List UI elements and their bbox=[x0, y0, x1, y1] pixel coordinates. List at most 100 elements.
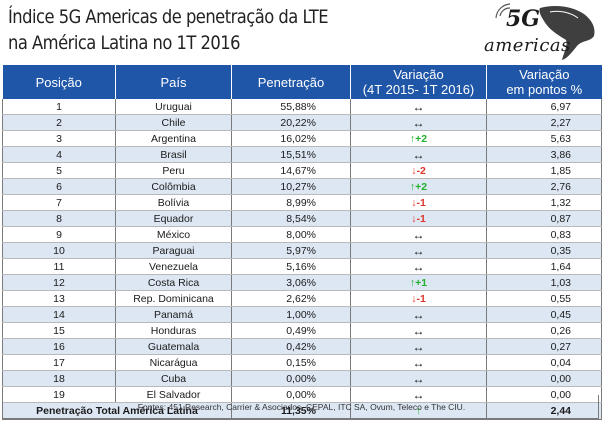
total-points: 2,44 bbox=[486, 402, 602, 420]
cell-variation: ↓-1 bbox=[350, 290, 487, 307]
table-row: 10 Paraguai 5,97% ↔ 0,35 bbox=[2, 242, 602, 259]
left-right-arrow-icon: ↔ bbox=[412, 243, 425, 258]
cell-variation: ↔ bbox=[350, 99, 487, 115]
cell-variation: ↑+2 bbox=[350, 130, 487, 147]
cell-position: 18 bbox=[2, 370, 116, 387]
cell-variation: ↑+2 bbox=[350, 178, 487, 195]
cell-variation: ↔ bbox=[350, 258, 487, 275]
cell-penetration: 2,62% bbox=[231, 290, 351, 307]
table-row: 14 Panamá 1,00% ↔ 0,45 bbox=[2, 306, 602, 323]
left-right-arrow-icon: ↔ bbox=[412, 323, 425, 338]
table-row: 4 Brasil 15,51% ↔ 3,86 bbox=[2, 146, 602, 163]
cell-points: 0,27 bbox=[486, 338, 602, 355]
cell-position: 13 bbox=[2, 290, 116, 307]
cell-penetration: 20,22% bbox=[231, 114, 351, 131]
rank-change: +2 bbox=[415, 180, 428, 193]
table-row: 5 Peru 14,67% ↓-2 1,85 bbox=[2, 162, 602, 179]
cell-position: 9 bbox=[2, 226, 116, 243]
cell-penetration: 0,15% bbox=[231, 354, 351, 371]
left-right-arrow-icon: ↔ bbox=[412, 147, 425, 162]
cell-position: 8 bbox=[2, 210, 116, 227]
col-header-country: País bbox=[115, 65, 232, 99]
cell-country: Costa Rica bbox=[115, 274, 232, 291]
cell-penetration: 0,49% bbox=[231, 322, 351, 339]
rank-change: -2 bbox=[416, 164, 426, 177]
cell-penetration: 8,99% bbox=[231, 194, 351, 211]
cell-variation: ↔ bbox=[350, 370, 487, 387]
cell-position: 11 bbox=[2, 258, 116, 275]
left-right-arrow-icon: ↔ bbox=[412, 371, 425, 386]
table-row: 1 Uruguai 55,88% ↔ 6,97 bbox=[2, 99, 602, 115]
cell-position: 5 bbox=[2, 162, 116, 179]
cell-position: 3 bbox=[2, 130, 116, 147]
left-right-arrow-icon: ↔ bbox=[412, 307, 425, 322]
table-row: 3 Argentina 16,02% ↑+2 5,63 bbox=[2, 130, 602, 147]
rank-change: -1 bbox=[416, 212, 426, 225]
cell-position: 10 bbox=[2, 242, 116, 259]
total-penetration: 11,35% bbox=[231, 402, 351, 420]
cell-position: 1 bbox=[2, 99, 116, 115]
cell-points: 0,45 bbox=[486, 306, 602, 323]
cell-points: 5,63 bbox=[486, 130, 602, 147]
cell-position: 12 bbox=[2, 274, 116, 291]
cell-penetration: 0,00% bbox=[231, 386, 351, 403]
cell-country: Panamá bbox=[115, 306, 232, 323]
globe-map-icon bbox=[495, 3, 595, 60]
cell-points: 2,76 bbox=[486, 178, 602, 195]
left-right-arrow-icon: ↔ bbox=[412, 339, 425, 354]
cell-variation: ↑+1 bbox=[350, 274, 487, 291]
table-row: 17 Nicarágua 0,15% ↔ 0,04 bbox=[2, 354, 602, 371]
table-row: 2 Chile 20,22% ↔ 2,27 bbox=[2, 114, 602, 131]
down-arrow-icon: ↓ bbox=[411, 164, 417, 177]
cell-penetration: 8,00% bbox=[231, 226, 351, 243]
cell-country: México bbox=[115, 226, 232, 243]
cell-country: Chile bbox=[115, 114, 232, 131]
title-line-1: Índice 5G Americas de penetração da LTE bbox=[8, 6, 329, 28]
cell-points: 0,87 bbox=[486, 210, 602, 227]
table-row: 13 Rep. Dominicana 2,62% ↓-1 0,55 bbox=[2, 290, 602, 307]
cell-penetration: 1,00% bbox=[231, 306, 351, 323]
cell-points: 0,00 bbox=[486, 370, 602, 387]
table-row: 6 Colômbia 10,27% ↑+2 2,76 bbox=[2, 178, 602, 195]
cell-penetration: 3,06% bbox=[231, 274, 351, 291]
page-header: Índice 5G Americas de penetração da LTE … bbox=[0, 0, 603, 64]
cell-country: Uruguai bbox=[115, 99, 232, 115]
cell-points: 3,86 bbox=[486, 146, 602, 163]
cell-variation: ↓-2 bbox=[350, 162, 487, 179]
cell-country: Guatemala bbox=[115, 338, 232, 355]
cell-variation: ↔ bbox=[350, 354, 487, 371]
cell-variation: ↓-1 bbox=[350, 194, 487, 211]
cell-penetration: 16,02% bbox=[231, 130, 351, 147]
cell-variation: ↔ bbox=[350, 306, 487, 323]
cell-country: Brasil bbox=[115, 146, 232, 163]
5g-americas-logo: 5G americas bbox=[480, 2, 600, 62]
title-line-2: na América Latina no 1T 2016 bbox=[8, 32, 241, 54]
left-right-arrow-icon: ↔ bbox=[412, 355, 425, 370]
total-variation: ↑ bbox=[350, 402, 487, 420]
table-row: 8 Equador 8,54% ↓-1 0,87 bbox=[2, 210, 602, 227]
table-row: 18 Cuba 0,00% ↔ 0,00 bbox=[2, 370, 602, 387]
cell-variation: ↔ bbox=[350, 322, 487, 339]
cell-country: Equador bbox=[115, 210, 232, 227]
cell-position: 16 bbox=[2, 338, 116, 355]
cell-penetration: 0,42% bbox=[231, 338, 351, 355]
cell-penetration: 10,27% bbox=[231, 178, 351, 195]
table-row: 9 México 8,00% ↔ 0,83 bbox=[2, 226, 602, 243]
cell-variation: ↔ bbox=[350, 242, 487, 259]
cell-points: 0,04 bbox=[486, 354, 602, 371]
rank-change: +2 bbox=[415, 132, 428, 145]
cell-country: Paraguai bbox=[115, 242, 232, 259]
cell-points: 6,97 bbox=[486, 99, 602, 115]
cell-position: 17 bbox=[2, 354, 116, 371]
cell-variation: ↔ bbox=[350, 226, 487, 243]
cell-points: 2,27 bbox=[486, 114, 602, 131]
cell-position: 7 bbox=[2, 194, 116, 211]
table-row: 11 Venezuela 5,16% ↔ 1,64 bbox=[2, 258, 602, 275]
left-right-arrow-icon: ↔ bbox=[412, 259, 425, 274]
cell-variation: ↔ bbox=[350, 114, 487, 131]
cell-position: 6 bbox=[2, 178, 116, 195]
col-header-points-line1: Variação bbox=[519, 67, 570, 82]
total-label: Penetração Total América Latina bbox=[2, 402, 232, 420]
table-row: 7 Bolívia 8,99% ↓-1 1,32 bbox=[2, 194, 602, 211]
up-arrow-icon: ↑ bbox=[415, 405, 422, 417]
